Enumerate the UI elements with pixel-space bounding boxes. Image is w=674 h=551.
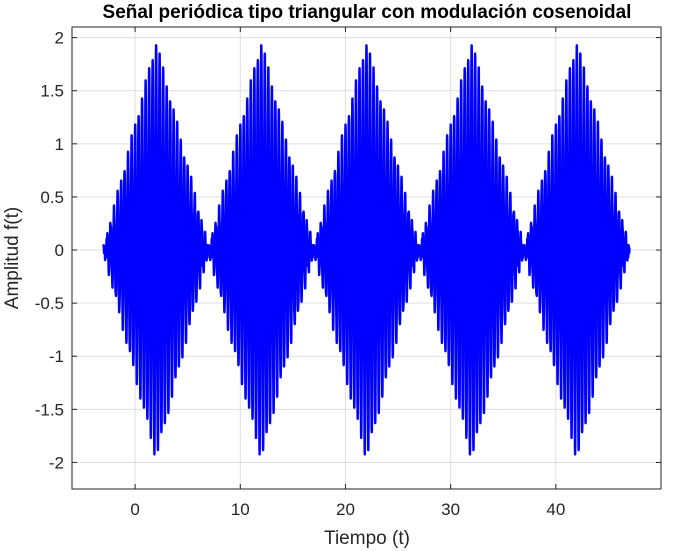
x-tick-label: 10 <box>231 500 250 519</box>
y-tick-label: -1 <box>49 347 64 366</box>
x-axis-label: Tiempo (t) <box>324 528 410 549</box>
series-line-0 <box>102 44 631 456</box>
x-tick-label: 0 <box>130 500 139 519</box>
ticks: 0 10 20 30 40 -2 -1.5 -1 -0.5 0 0.5 1 1.5 2 <box>35 27 661 519</box>
y-tick-label: -1.5 <box>35 400 64 419</box>
y-tick-label: 0 <box>55 241 64 260</box>
plot-frame <box>71 26 662 490</box>
y-tick-label: 2 <box>55 29 64 48</box>
y-tick-label: 0.5 <box>40 188 64 207</box>
y-axis-label: Amplitud f(t) <box>2 207 23 309</box>
y-tick-label: 1.5 <box>40 82 64 101</box>
y-tick-label: -2 <box>49 453 64 472</box>
x-tick-label: 30 <box>441 500 460 519</box>
y-tick-label: 1 <box>55 135 64 154</box>
x-tick-label: 40 <box>546 500 565 519</box>
x-tick-label: 20 <box>336 500 355 519</box>
y-tick-label: -0.5 <box>35 294 64 313</box>
series-layer <box>102 44 631 456</box>
chart-title: Señal periódica tipo triangular con modu… <box>103 2 632 23</box>
